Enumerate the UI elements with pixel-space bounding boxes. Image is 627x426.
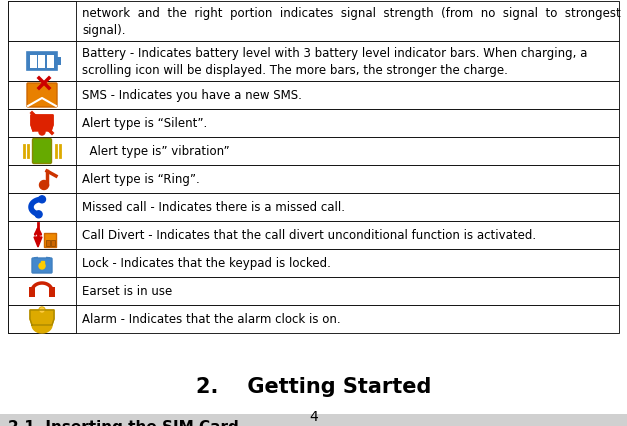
Bar xyxy=(8,193,76,222)
Bar xyxy=(0,414,627,426)
Bar xyxy=(8,305,76,333)
Bar xyxy=(8,277,619,305)
Bar xyxy=(8,222,76,249)
Bar xyxy=(29,55,36,68)
Polygon shape xyxy=(34,237,42,248)
Bar xyxy=(8,2,619,42)
Bar xyxy=(49,287,55,297)
Bar xyxy=(8,138,619,166)
Bar xyxy=(8,42,76,82)
Text: network  and  the  right  portion  indicates  signal  strength  (from  no  signa: network and the right portion indicates … xyxy=(82,7,621,37)
Circle shape xyxy=(39,307,45,313)
Bar xyxy=(8,2,76,42)
Circle shape xyxy=(40,181,48,190)
Text: Battery - Indicates battery level with 3 battery level indicator bars. When char: Battery - Indicates battery level with 3… xyxy=(82,47,587,77)
Text: 2.    Getting Started: 2. Getting Started xyxy=(196,376,431,396)
Text: Alert type is “Silent”.: Alert type is “Silent”. xyxy=(82,117,208,130)
FancyBboxPatch shape xyxy=(32,259,52,273)
Polygon shape xyxy=(32,325,52,333)
Text: 4: 4 xyxy=(309,409,318,423)
Bar xyxy=(8,42,619,82)
FancyBboxPatch shape xyxy=(27,84,57,108)
Bar xyxy=(8,110,619,138)
Bar xyxy=(57,58,61,66)
Bar xyxy=(8,193,619,222)
Polygon shape xyxy=(30,310,54,325)
Text: SMS - Indicates you have a new SMS.: SMS - Indicates you have a new SMS. xyxy=(82,89,302,102)
Bar xyxy=(8,249,76,277)
Bar xyxy=(8,222,619,249)
Text: Lock - Indicates that the keypad is locked.: Lock - Indicates that the keypad is lock… xyxy=(82,257,331,270)
Text: Call Divert - Indicates that the call divert unconditional function is activated: Call Divert - Indicates that the call di… xyxy=(82,229,536,242)
Bar xyxy=(8,110,76,138)
Circle shape xyxy=(35,211,42,218)
Text: Earset is in use: Earset is in use xyxy=(82,285,172,298)
Bar xyxy=(8,305,619,333)
Polygon shape xyxy=(31,116,53,132)
Text: Alarm - Indicates that the alarm clock is on.: Alarm - Indicates that the alarm clock i… xyxy=(82,313,340,326)
Bar xyxy=(8,166,619,193)
Text: Alert type is” vibration”: Alert type is” vibration” xyxy=(82,145,229,158)
Bar xyxy=(46,240,50,246)
Bar xyxy=(44,233,56,248)
Polygon shape xyxy=(41,262,43,266)
Bar xyxy=(8,82,76,110)
Bar xyxy=(27,53,57,71)
Text: Missed call - Indicates there is a missed call.: Missed call - Indicates there is a misse… xyxy=(82,201,345,214)
Bar xyxy=(8,277,76,305)
Bar xyxy=(8,249,619,277)
Text: Alert type is “Ring”.: Alert type is “Ring”. xyxy=(82,173,200,186)
Bar xyxy=(38,55,45,68)
Bar xyxy=(8,166,76,193)
Bar xyxy=(8,138,76,166)
Bar xyxy=(29,287,35,297)
Circle shape xyxy=(40,308,44,312)
FancyBboxPatch shape xyxy=(33,139,51,164)
Circle shape xyxy=(39,130,45,136)
Circle shape xyxy=(38,196,46,203)
Bar xyxy=(51,240,55,246)
Bar xyxy=(46,55,53,68)
Bar xyxy=(8,82,619,110)
Circle shape xyxy=(39,263,45,269)
Text: 2.1  Inserting the SIM Card: 2.1 Inserting the SIM Card xyxy=(8,420,239,426)
